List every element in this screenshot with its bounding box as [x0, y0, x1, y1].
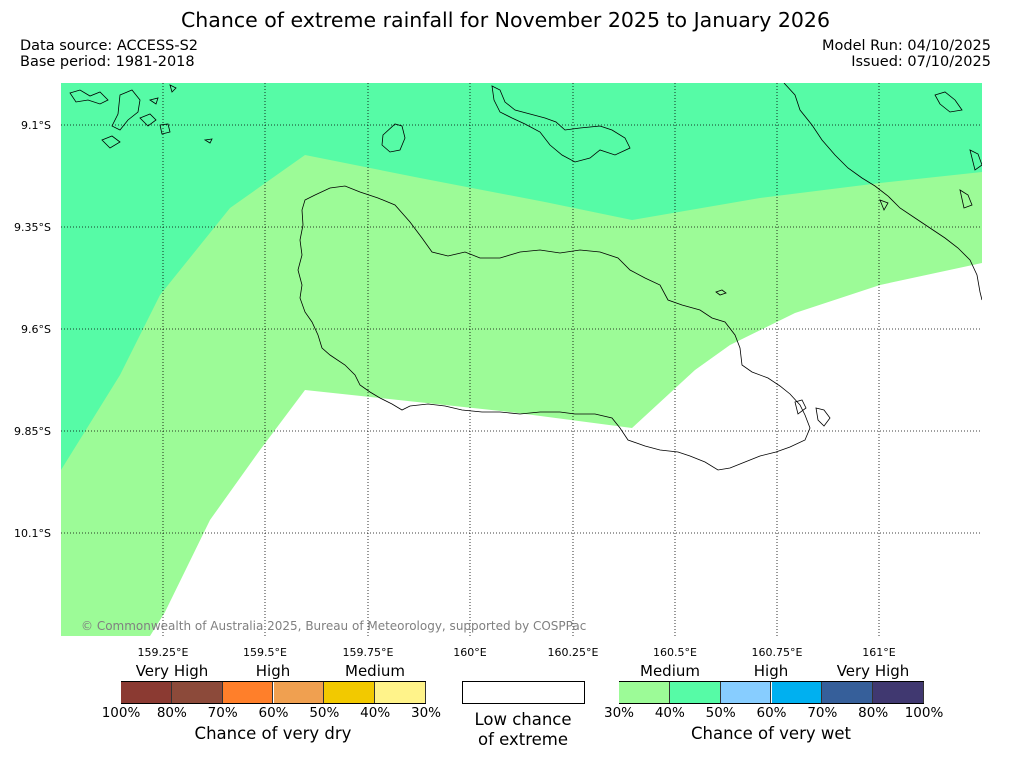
- dry-category-label: Medium: [345, 662, 405, 680]
- base-period: Base period: 1981-2018: [20, 54, 195, 70]
- wet-color-swatch: [822, 682, 874, 703]
- wet-category-label: High: [753, 662, 789, 680]
- northeast-islands: [879, 91, 982, 211]
- low-chance-line2: of extreme: [477, 730, 569, 749]
- data-source: Data source: ACCESS-S2: [20, 38, 199, 54]
- low-chance-swatch: [462, 681, 585, 704]
- wet-color-swatch: [873, 682, 924, 703]
- wet-tick-label: 80%: [858, 705, 889, 721]
- issued-date: Issued: 07/10/2025: [851, 54, 991, 70]
- dry-legend-caption: Chance of very dry: [194, 724, 352, 743]
- dry-color-swatch: [171, 682, 223, 703]
- model-run-block: Model Run: 04/10/2025 Issued: 07/10/2025: [822, 38, 991, 70]
- wet-category-label: Very High: [836, 662, 910, 680]
- low-chance-label: Low chance of extreme: [474, 710, 571, 750]
- dry-tick-label: 80%: [156, 705, 187, 721]
- dry-color-swatch: [121, 682, 172, 703]
- wet-color-swatch: [720, 682, 772, 703]
- latitude-label: 9.35°S: [14, 221, 51, 234]
- wet-tick-label: 30%: [603, 705, 635, 721]
- dry-tick-label: 30%: [410, 705, 442, 721]
- dry-tick-label: 50%: [309, 705, 340, 721]
- wet-legend-caption: Chance of very wet: [691, 724, 851, 743]
- dry-color-swatch: [222, 682, 274, 703]
- wet-tick-label: 100%: [904, 705, 944, 721]
- latitude-label: 9.1°S: [21, 119, 51, 132]
- north-islands: [491, 85, 631, 163]
- wet-color-swatch: [619, 682, 670, 703]
- longitude-labels: 159.25°E 159.5°E 159.75°E 160°E 160.25°E 160.…: [138, 646, 896, 659]
- dry-tick-label: 60%: [258, 705, 289, 721]
- longitude-label: 161°E: [862, 646, 895, 659]
- latitude-labels: 9.1°S 9.35°S 9.6°S 9.85°S 10.1°S: [14, 119, 51, 540]
- small-islet: [715, 289, 727, 296]
- dry-color-swatch: [375, 682, 426, 703]
- model-run: Model Run: 04/10/2025: [821, 38, 991, 54]
- island-coastline: [297, 185, 811, 471]
- wet-40-50-region-north: [61, 83, 982, 470]
- latitude-label: 9.85°S: [14, 425, 51, 438]
- copyright-notice: © Commonwealth of Australia 2025, Bureau…: [81, 619, 586, 633]
- wet-tick-label: 70%: [807, 705, 838, 721]
- data-source-block: Data source: ACCESS-S2 Base period: 1981…: [20, 38, 198, 70]
- small-islet: [381, 123, 406, 153]
- longitude-label: 159.5°E: [243, 646, 287, 659]
- wet-color-swatch: [771, 682, 823, 703]
- dry-color-swatch: [324, 682, 376, 703]
- longitude-label: 160.25°E: [548, 646, 599, 659]
- wet-color-swatch: [669, 682, 721, 703]
- longitude-label: 160°E: [453, 646, 486, 659]
- wet-tick-label: 60%: [756, 705, 787, 721]
- wet-medium-region: [61, 83, 982, 636]
- dry-category-label: Very High: [135, 662, 209, 680]
- map-title: Chance of extreme rainfall for November …: [180, 8, 831, 32]
- dry-tick-label: 100%: [101, 705, 141, 721]
- longitude-label: 159.75°E: [343, 646, 394, 659]
- longitude-label: 160.75°E: [752, 646, 803, 659]
- wet-tick-label: 50%: [705, 705, 736, 721]
- wet-category-label: Medium: [640, 662, 700, 680]
- graticule: [61, 83, 982, 636]
- dry-tick-label: 70%: [207, 705, 238, 721]
- small-islet: [815, 407, 831, 427]
- wet-tick-label: 40%: [654, 705, 685, 721]
- map-area: [61, 83, 982, 636]
- longitude-label: 160.5°E: [653, 646, 697, 659]
- dry-category-label: High: [255, 662, 291, 680]
- longitude-label: 159.25°E: [138, 646, 189, 659]
- low-chance-line1: Low chance: [474, 710, 572, 729]
- dry-tick-label: 40%: [360, 705, 391, 721]
- latitude-label: 9.6°S: [21, 323, 51, 336]
- dry-color-swatch: [273, 682, 325, 703]
- northwest-islands: [69, 84, 213, 149]
- small-islet: [794, 399, 807, 415]
- latitude-label: 10.1°S: [14, 527, 51, 540]
